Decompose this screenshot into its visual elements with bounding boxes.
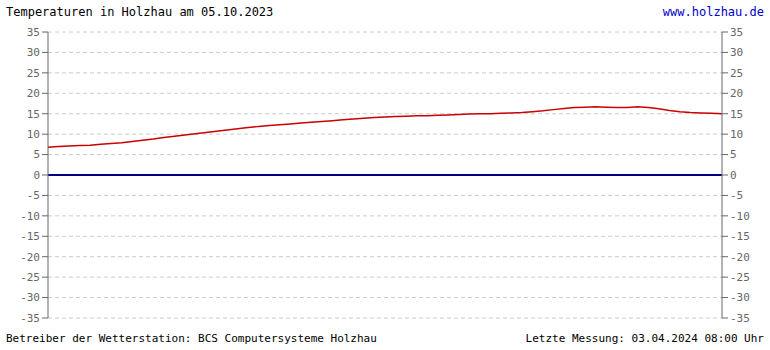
svg-text:-20: -20: [20, 251, 40, 264]
svg-text:-20: -20: [730, 251, 750, 264]
svg-text:35: 35: [730, 26, 743, 39]
svg-text:30: 30: [730, 46, 743, 59]
svg-text:-30: -30: [730, 291, 750, 304]
svg-text:-25: -25: [20, 271, 40, 284]
svg-text:20: 20: [27, 87, 40, 100]
html-text:Letzte Messung: 03.04.2024 08:: Letzte Messung: 03.04.2024 08:00 Uhr: [525, 331, 764, 345]
svg-text:-30: -30: [20, 291, 40, 304]
svg-text:-25: -25: [730, 271, 750, 284]
html-text:Betreiber der Wetterstation: B: Betreiber der Wetterstation: BCS Compute…: [6, 331, 377, 345]
svg-text:-35: -35: [20, 312, 40, 325]
svg-text:-10: -10: [20, 210, 40, 223]
svg-text:-35: -35: [730, 312, 750, 325]
svg-text:30: 30: [27, 46, 40, 59]
svg-text:-5: -5: [27, 189, 40, 202]
html-text:Temperaturen in Holzhau am 05.: Temperaturen in Holzhau am 05.10.2023: [6, 5, 274, 19]
html-text:www.holzhau.de: www.holzhau.de: [662, 5, 764, 19]
svg-text:0: 0: [33, 169, 40, 182]
svg-text:10: 10: [730, 128, 743, 141]
svg-text:5: 5: [730, 148, 737, 161]
svg-text:-15: -15: [730, 230, 750, 243]
svg-text:20: 20: [730, 87, 743, 100]
svg-text:-10: -10: [730, 210, 750, 223]
svg-text:35: 35: [27, 26, 40, 39]
svg-text:10: 10: [27, 128, 40, 141]
svg-text:15: 15: [730, 108, 743, 121]
svg-text:5: 5: [33, 148, 40, 161]
svg-text:0: 0: [730, 169, 737, 182]
svg-text:25: 25: [27, 67, 40, 80]
svg-text:-15: -15: [20, 230, 40, 243]
svg-text:-5: -5: [730, 189, 743, 202]
svg-text:25: 25: [730, 67, 743, 80]
svg-text:15: 15: [27, 108, 40, 121]
